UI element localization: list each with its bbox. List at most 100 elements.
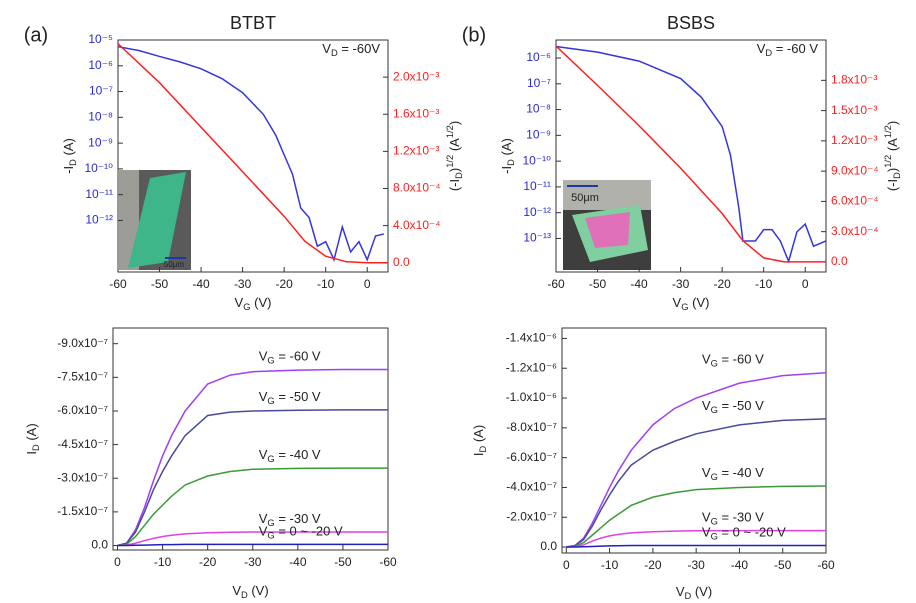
- y-axis-label: -ID (A): [499, 138, 516, 174]
- series-label-part: G: [267, 356, 274, 366]
- y2-tick-label: 3.0x10⁻⁴: [831, 224, 879, 238]
- series-label: VG = -40 V: [702, 465, 764, 482]
- y2-axis-label-part: ): [447, 121, 462, 125]
- x-axis-label: VD (V): [676, 584, 712, 601]
- series-label: VG = -60 V: [259, 349, 321, 366]
- series-label-part: = -40 V: [718, 465, 764, 480]
- series-label-part: V: [702, 398, 711, 413]
- y2-axis-label-part: 1/2: [883, 155, 893, 168]
- y-axis-label: ID (A): [24, 423, 41, 454]
- y-tick-label: 10⁻¹¹: [85, 187, 113, 201]
- x-tick-label: -40: [731, 558, 749, 572]
- series-label-part: = -60 V: [718, 352, 764, 367]
- series-label-part: = -40 V: [275, 448, 321, 463]
- series-label: VG = -50 V: [259, 389, 321, 406]
- annotation-part: D: [765, 48, 772, 58]
- y-tick-label: 10⁻⁶: [88, 58, 113, 72]
- y2-tick-label: 1.2x10⁻³: [393, 144, 439, 158]
- panel-label: (a): [24, 24, 48, 46]
- annotation-part: V: [322, 41, 331, 56]
- x-tick-label: -60: [547, 277, 565, 291]
- chart-title: BSBS: [667, 13, 715, 33]
- series-label: VG = 0 ~ -20 V: [702, 525, 786, 542]
- x-axis-label-part: V: [673, 295, 682, 310]
- y2-tick-label: 1.5x10⁻³: [831, 103, 877, 117]
- series-label-part: V: [259, 349, 268, 364]
- series-line: [566, 371, 827, 548]
- y2-axis-label-part: (-I: [447, 179, 462, 191]
- x-tick-label: -60: [379, 555, 397, 569]
- x-tick-label: -60: [817, 558, 835, 572]
- series-line: [566, 418, 827, 548]
- series-label-part: V: [259, 448, 268, 463]
- series-line: [566, 544, 826, 548]
- y-tick-label: -6.0x10⁻⁷: [506, 450, 557, 464]
- inset-crystal: [128, 172, 186, 268]
- y2-tick-label: 4.0x10⁻⁴: [393, 218, 441, 232]
- y-tick-label: -1.5x10⁻⁷: [57, 504, 108, 518]
- series-label-part: G: [267, 519, 274, 529]
- series-label-part: V: [702, 352, 711, 367]
- y2-axis-label-part: ): [885, 168, 900, 172]
- series-label: VG = -50 V: [702, 398, 764, 415]
- series-label-part: = 0 ~ -20 V: [275, 524, 343, 539]
- x-tick-label: 0: [114, 555, 121, 569]
- series-label-part: G: [711, 405, 718, 415]
- y2-axis-label-part: (A: [447, 138, 462, 155]
- y-tick-label: -3.0x10⁻⁷: [57, 470, 108, 484]
- plot-frame: [561, 327, 827, 554]
- series-label-part: = -60 V: [275, 349, 321, 364]
- x-axis-label-part: (V): [248, 583, 269, 598]
- series-line: [117, 467, 388, 547]
- y-tick-label: -6.0x10⁻⁷: [57, 403, 108, 417]
- y-axis-label-part: D: [478, 446, 488, 453]
- y2-tick-label: 8.0x10⁻⁴: [393, 181, 441, 195]
- series-label-part: = -30 V: [275, 511, 321, 526]
- series-label-part: = -50 V: [718, 398, 764, 413]
- panel-label: (b): [462, 24, 486, 46]
- annotation: VD = -60V: [322, 41, 380, 58]
- y-tick-label: 10⁻⁶: [526, 50, 551, 64]
- x-tick-label: -50: [151, 277, 169, 291]
- series-label-part: V: [702, 525, 711, 540]
- y-tick-label: -9.0x10⁻⁷: [57, 336, 108, 350]
- x-tick-label: -20: [644, 558, 662, 572]
- y-tick-label: 10⁻⁹: [526, 128, 551, 142]
- x-tick-label: 0: [802, 277, 809, 291]
- series-label-part: V: [259, 389, 268, 404]
- y2-axis-label-part: ): [885, 121, 900, 125]
- y-tick-label: 10⁻¹²: [85, 213, 113, 227]
- y-axis-label-part: (A): [24, 423, 39, 444]
- x-tick-label: -20: [199, 555, 217, 569]
- series-label: VG = -40 V: [259, 448, 321, 465]
- series-label-part: G: [267, 531, 274, 541]
- y-axis-label-part: D: [31, 444, 41, 451]
- x-tick-label: -30: [234, 277, 252, 291]
- x-tick-label: -50: [334, 555, 352, 569]
- x-axis-label-part: D: [684, 591, 691, 601]
- y2-tick-label: 9.0x10⁻⁴: [831, 163, 879, 177]
- x-tick-label: -10: [317, 277, 335, 291]
- series-label-part: G: [711, 532, 718, 542]
- x-tick-label: -30: [687, 558, 705, 572]
- y-tick-label: -4.0x10⁻⁷: [506, 480, 557, 494]
- y-axis-label-part: D: [506, 159, 516, 166]
- y-tick-label: 0.0: [540, 539, 557, 553]
- x-tick-label: -30: [672, 277, 690, 291]
- y-tick-label: 10⁻⁸: [526, 102, 551, 116]
- y-tick-label: 10⁻¹²: [523, 205, 551, 219]
- y2-axis-label-part: ): [447, 168, 462, 172]
- annotation-part: D: [331, 48, 338, 58]
- y-tick-label: -1.4x10⁻⁶: [506, 331, 557, 345]
- y-tick-label: 10⁻¹¹: [523, 179, 551, 193]
- annotation-part: = -60 V: [772, 41, 818, 56]
- series-label-part: G: [267, 455, 274, 465]
- y-axis-label: ID (A): [471, 425, 488, 456]
- series-line: [117, 368, 388, 547]
- y2-axis-label-part: 1/2: [883, 125, 893, 138]
- y-axis-label: -ID (A): [61, 138, 78, 174]
- series-label-part: V: [259, 524, 268, 539]
- x-tick-label: -10: [601, 558, 619, 572]
- plot-frame: [117, 39, 389, 273]
